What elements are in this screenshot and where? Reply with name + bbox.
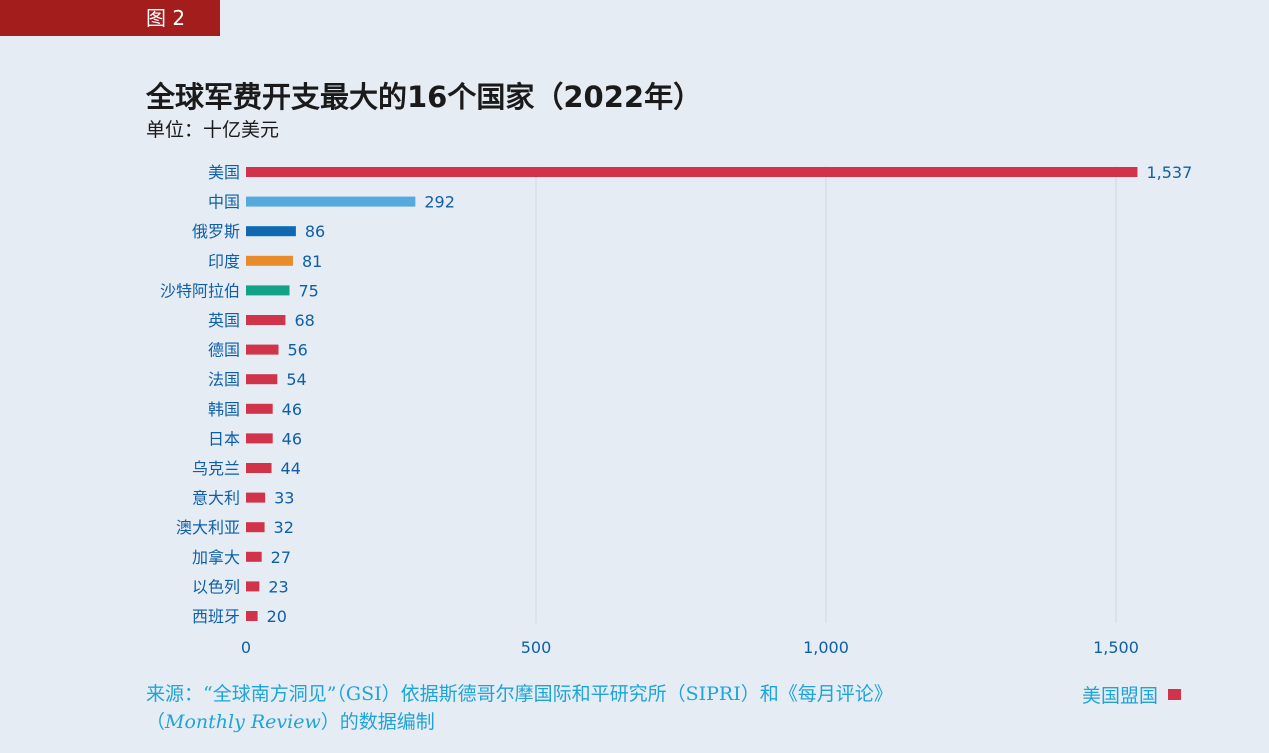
value-label: 68 xyxy=(294,311,314,330)
bar xyxy=(246,167,1138,177)
value-label: 46 xyxy=(282,400,302,419)
bar xyxy=(246,285,290,296)
value-label: 23 xyxy=(268,577,288,596)
bar xyxy=(246,403,273,414)
value-label: 27 xyxy=(271,548,291,567)
category-label: 日本 xyxy=(208,429,240,448)
source-line-2-rest: ）的数据编制 xyxy=(320,711,435,733)
legend-label: 美国盟国 xyxy=(1082,685,1159,707)
category-label: 乌克兰 xyxy=(192,459,240,478)
source-italic-title: Monthly Review xyxy=(165,711,321,733)
x-tick-label: 1,000 xyxy=(803,638,849,657)
bar xyxy=(246,226,296,237)
value-label: 32 xyxy=(274,518,294,537)
bar xyxy=(246,196,416,207)
x-tick-label: 500 xyxy=(521,638,552,657)
category-label: 中国 xyxy=(208,193,240,212)
category-label: 西班牙 xyxy=(192,607,240,626)
bar xyxy=(246,344,279,355)
source-line-1: 来源：“全球南方洞见”（GSI）依据斯德哥尔摩国际和平研究所（SIPRI）和《每… xyxy=(146,683,893,705)
category-label: 俄罗斯 xyxy=(192,222,240,241)
x-tick-label: 0 xyxy=(241,638,251,657)
category-label: 英国 xyxy=(208,311,240,330)
bar xyxy=(246,463,272,473)
value-label: 292 xyxy=(424,193,455,212)
category-label: 加拿大 xyxy=(192,548,240,567)
bar xyxy=(246,581,260,592)
bar xyxy=(246,492,266,503)
chart-subtitle: 单位：十亿美元 xyxy=(146,119,280,141)
category-label: 法国 xyxy=(208,370,240,389)
value-label: 56 xyxy=(287,341,307,360)
value-label: 81 xyxy=(302,252,322,271)
bar xyxy=(246,315,286,325)
chart-title: 全球军费开支最大的16个国家（2022年） xyxy=(146,80,703,114)
bar xyxy=(246,551,262,562)
source-line-2: （Monthly Review）的数据编制 xyxy=(146,708,893,736)
value-label: 1,537 xyxy=(1146,163,1192,182)
category-label: 沙特阿拉伯 xyxy=(160,281,240,300)
bar xyxy=(246,522,265,533)
bar xyxy=(246,433,273,444)
category-label: 以色列 xyxy=(192,577,240,596)
bar-chart: 0 500 1,000 1,500 美国 1,537 中国 292 俄罗斯 86 印度 81 沙特阿拉伯… xyxy=(160,163,1192,657)
legend: 美国盟国 xyxy=(1082,681,1182,708)
value-label: 44 xyxy=(281,459,301,478)
value-label: 46 xyxy=(282,429,302,448)
value-label: 20 xyxy=(267,607,287,626)
x-tick-label: 1,500 xyxy=(1093,638,1139,657)
legend-swatch xyxy=(1168,689,1182,700)
value-label: 86 xyxy=(305,222,325,241)
value-label: 33 xyxy=(274,489,294,508)
category-label: 德国 xyxy=(208,341,240,360)
bar xyxy=(246,611,258,621)
source-note: 来源：“全球南方洞见”（GSI）依据斯德哥尔摩国际和平研究所（SIPRI）和《每… xyxy=(146,680,893,736)
category-label: 澳大利亚 xyxy=(176,518,240,537)
category-label: 意大利 xyxy=(192,489,240,508)
category-label: 美国 xyxy=(208,163,240,182)
bar xyxy=(246,255,293,266)
bar xyxy=(246,374,278,385)
figure-label: 图 2 xyxy=(0,0,220,36)
category-label: 韩国 xyxy=(208,400,240,419)
category-label: 印度 xyxy=(208,252,240,271)
source-paren-open: （ xyxy=(146,711,166,733)
value-label: 54 xyxy=(286,370,306,389)
value-label: 75 xyxy=(299,281,319,300)
